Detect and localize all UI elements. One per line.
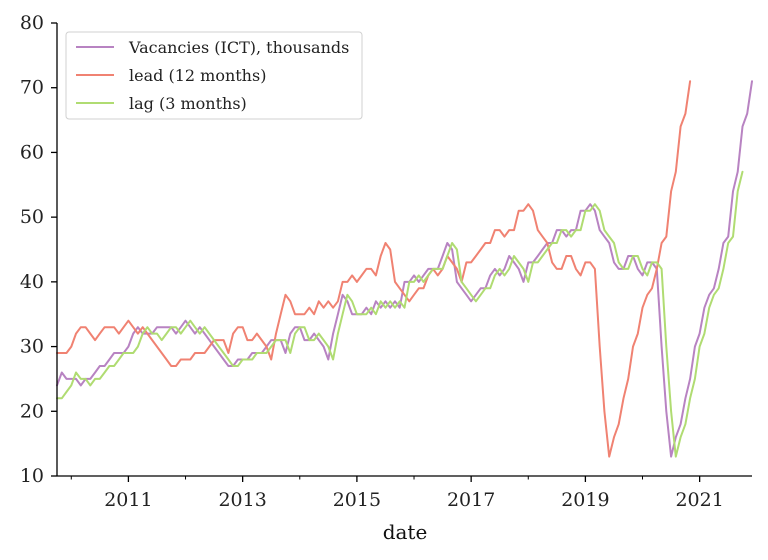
x-tick-label: 2021 xyxy=(675,489,723,511)
axes-layer xyxy=(56,23,752,477)
legend-frame xyxy=(65,31,363,120)
y-tick-label: 20 xyxy=(20,400,44,422)
x-ticks: 2011 2013 2015 2017 2019 2021 xyxy=(70,476,724,511)
y-tick-label: 50 xyxy=(20,206,44,228)
y-tick-label: 10 xyxy=(20,465,44,487)
legend-label: lag (3 months) xyxy=(129,94,247,113)
x-tick-label: 2015 xyxy=(333,489,381,511)
legend-label: lead (12 months) xyxy=(129,66,266,85)
x-tick-label: 2017 xyxy=(447,489,495,511)
series-layer xyxy=(56,80,753,458)
x-tick-label: 2013 xyxy=(218,489,266,511)
x-tick-label: 2019 xyxy=(561,489,609,511)
y-ticks: 10 20 30 40 50 60 70 80 xyxy=(20,12,57,487)
legend-label: Vacancies (ICT), thousands xyxy=(128,38,349,57)
series-line-0 xyxy=(56,80,753,458)
y-tick-label: 30 xyxy=(20,336,44,358)
y-tick-label: 60 xyxy=(20,141,44,163)
series-line-1 xyxy=(56,80,692,458)
y-tick-label: 40 xyxy=(20,271,44,293)
y-tick-label: 70 xyxy=(20,77,44,99)
y-tick-label: 80 xyxy=(20,12,44,34)
x-axis-title: date xyxy=(383,520,428,544)
series-line-2 xyxy=(56,170,744,458)
x-tick-label: 2011 xyxy=(104,489,152,511)
legend: Vacancies (ICT), thousands lead (12 month… xyxy=(65,31,363,120)
